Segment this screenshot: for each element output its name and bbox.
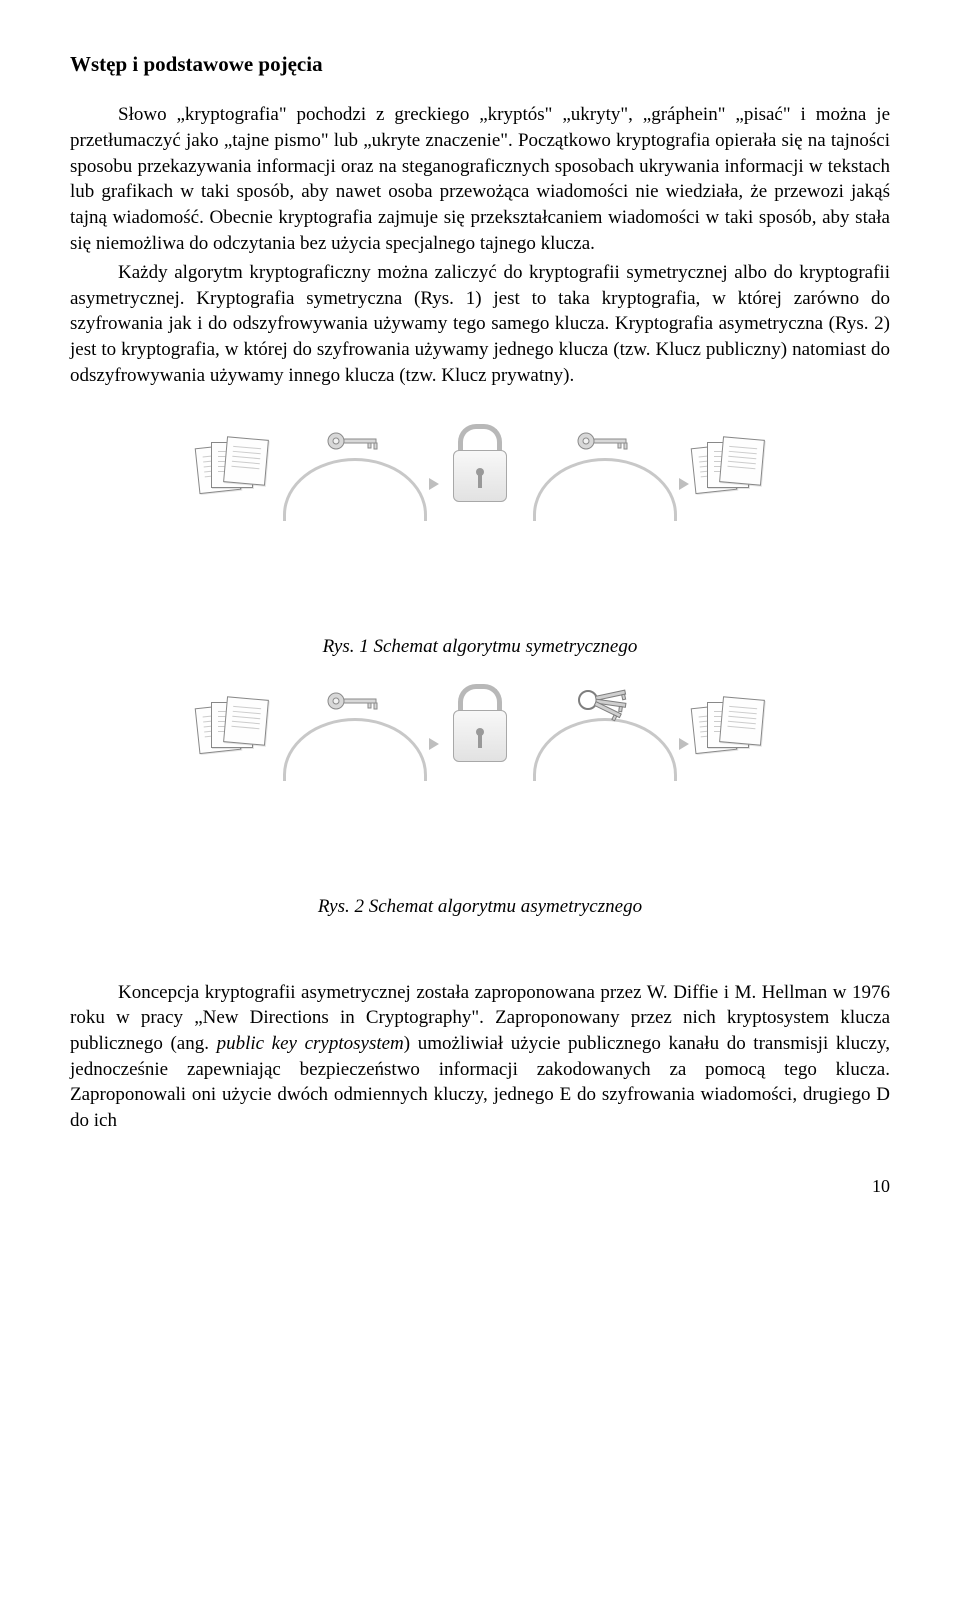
section-heading: Wstęp i podstawowe pojęcia: [70, 50, 890, 78]
page-number: 10: [70, 1174, 890, 1198]
key-icon: [324, 428, 386, 454]
paragraph-2: Każdy algorytm kryptograficzny można zal…: [70, 260, 890, 388]
caption-figure-1: Rys. 1 Schemat algorytmu symetrycznego: [70, 634, 890, 660]
key-icon: [324, 688, 386, 714]
lock-icon: [449, 684, 511, 762]
plaintext-docs-left: [197, 694, 267, 752]
plaintext-docs-right: [693, 694, 763, 752]
decrypt-arc-right: [525, 438, 685, 488]
lock-icon: [449, 424, 511, 502]
decrypt-arc-right: [525, 698, 685, 748]
asymmetric-diagram: [70, 684, 890, 762]
encrypt-arc-left: [275, 698, 435, 748]
paragraph-3: Koncepcja kryptografii asymetrycznej zos…: [70, 980, 890, 1134]
plaintext-docs-left: [197, 434, 267, 492]
paragraph-1: Słowo „kryptografia" pochodzi z greckieg…: [70, 102, 890, 256]
symmetric-diagram: [70, 424, 890, 502]
plaintext-docs-right: [693, 434, 763, 492]
key-icon: [574, 428, 636, 454]
caption-figure-2: Rys. 2 Schemat algorytmu asymetrycznego: [70, 894, 890, 920]
figure-symmetric: [70, 424, 890, 502]
encrypt-arc-left: [275, 438, 435, 488]
key-bunch-icon: [572, 688, 638, 730]
figure-asymmetric: [70, 684, 890, 762]
paragraph-3-italic: public key cryptosystem: [217, 1033, 404, 1054]
